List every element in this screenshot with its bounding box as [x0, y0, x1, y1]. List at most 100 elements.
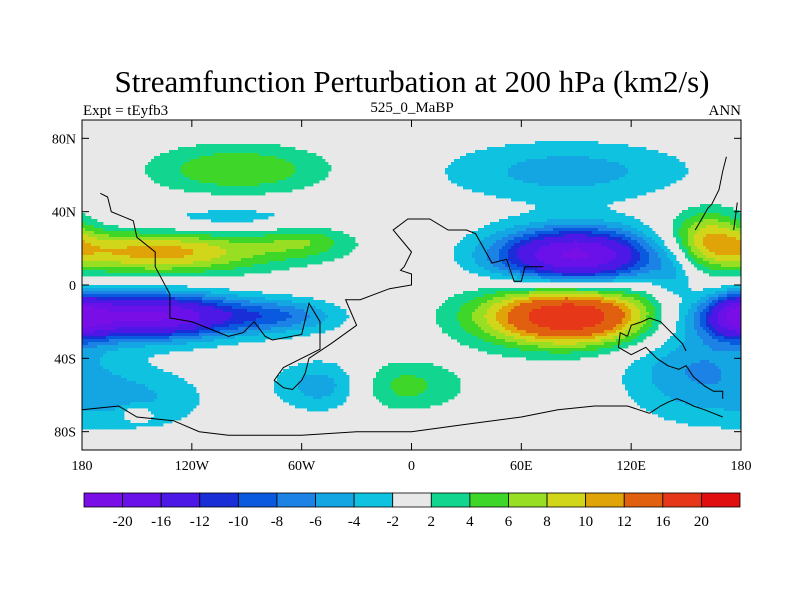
field-cell [187, 249, 191, 253]
field-cell [244, 294, 248, 298]
field-cell [265, 162, 269, 166]
field-cell [136, 369, 140, 373]
field-cell [262, 147, 266, 151]
field-cell [166, 306, 170, 310]
field-cell [94, 285, 98, 289]
field-cell [175, 246, 179, 250]
field-cell [223, 270, 227, 274]
field-cell [109, 267, 113, 271]
field-cell [211, 240, 215, 244]
field-cell [226, 312, 230, 316]
field-cell [295, 321, 299, 325]
field-cell [115, 354, 119, 358]
field-cell [193, 216, 197, 220]
field-cell [148, 351, 152, 355]
field-cell [376, 390, 380, 394]
field-cell [172, 315, 176, 319]
field-cell [247, 258, 251, 262]
field-cell [178, 291, 182, 295]
field-cell [241, 252, 245, 256]
field-cell [82, 321, 86, 325]
field-cell [283, 327, 287, 331]
field-cell [97, 396, 101, 400]
field-cell [121, 345, 125, 349]
field-cell [106, 237, 110, 241]
field-cell [136, 357, 140, 361]
field-cell [280, 267, 284, 271]
field-cell [184, 231, 188, 235]
field-cell [145, 369, 149, 373]
field-cell [319, 255, 323, 259]
field-cell [169, 405, 173, 409]
field-cell [310, 249, 314, 253]
field-cell [124, 420, 128, 424]
field-cell [289, 297, 293, 301]
field-cell [121, 231, 125, 235]
field-cell [256, 246, 260, 250]
field-cell [217, 153, 221, 157]
field-cell [328, 396, 332, 400]
field-cell [322, 369, 326, 373]
field-cell [313, 246, 317, 250]
field-cell [310, 381, 314, 385]
field-cell [193, 396, 197, 400]
field-cell [331, 405, 335, 409]
field-cell [175, 312, 179, 316]
field-cell [214, 255, 218, 259]
field-cell [184, 348, 188, 352]
field-cell [187, 240, 191, 244]
field-cell [274, 336, 278, 340]
field-cell [130, 393, 134, 397]
field-cell [193, 330, 197, 334]
field-cell [220, 213, 224, 217]
field-cell [331, 306, 335, 310]
field-cell [223, 213, 227, 217]
field-cell [205, 180, 209, 184]
field-cell [97, 393, 101, 397]
field-cell [100, 327, 104, 331]
field-cell [190, 246, 194, 250]
field-cell [85, 312, 89, 316]
field-cell [286, 231, 290, 235]
field-cell [241, 312, 245, 316]
field-cell [118, 252, 122, 256]
field-cell [175, 162, 179, 166]
field-cell [211, 219, 215, 223]
field-cell [289, 177, 293, 181]
field-cell [157, 339, 161, 343]
field-cell [88, 393, 92, 397]
field-cell [112, 318, 116, 322]
field-cell [130, 270, 134, 274]
field-cell [130, 240, 134, 244]
field-cell [343, 309, 347, 313]
field-cell [265, 264, 269, 268]
field-cell [298, 327, 302, 331]
field-cell [112, 231, 116, 235]
field-cell [202, 342, 206, 346]
field-cell [274, 162, 278, 166]
field-cell [223, 156, 227, 160]
field-cell [166, 408, 170, 412]
field-cell [109, 414, 113, 418]
field-cell [139, 246, 143, 250]
field-cell [118, 297, 122, 301]
field-cell [157, 246, 161, 250]
field-cell [250, 231, 254, 235]
field-cell [103, 321, 107, 325]
field-cell [145, 354, 149, 358]
field-cell [277, 171, 281, 175]
field-cell [307, 375, 311, 379]
field-cell [235, 192, 239, 196]
field-cell [133, 357, 137, 361]
field-cell [289, 186, 293, 190]
field-cell [241, 303, 245, 307]
field-cell [94, 303, 98, 307]
field-cell [112, 402, 116, 406]
field-cell [205, 309, 209, 313]
field-cell [340, 249, 344, 253]
field-cell [241, 270, 245, 274]
field-cell [247, 162, 251, 166]
field-cell [169, 387, 173, 391]
field-cell [229, 303, 233, 307]
field-cell [85, 267, 89, 271]
